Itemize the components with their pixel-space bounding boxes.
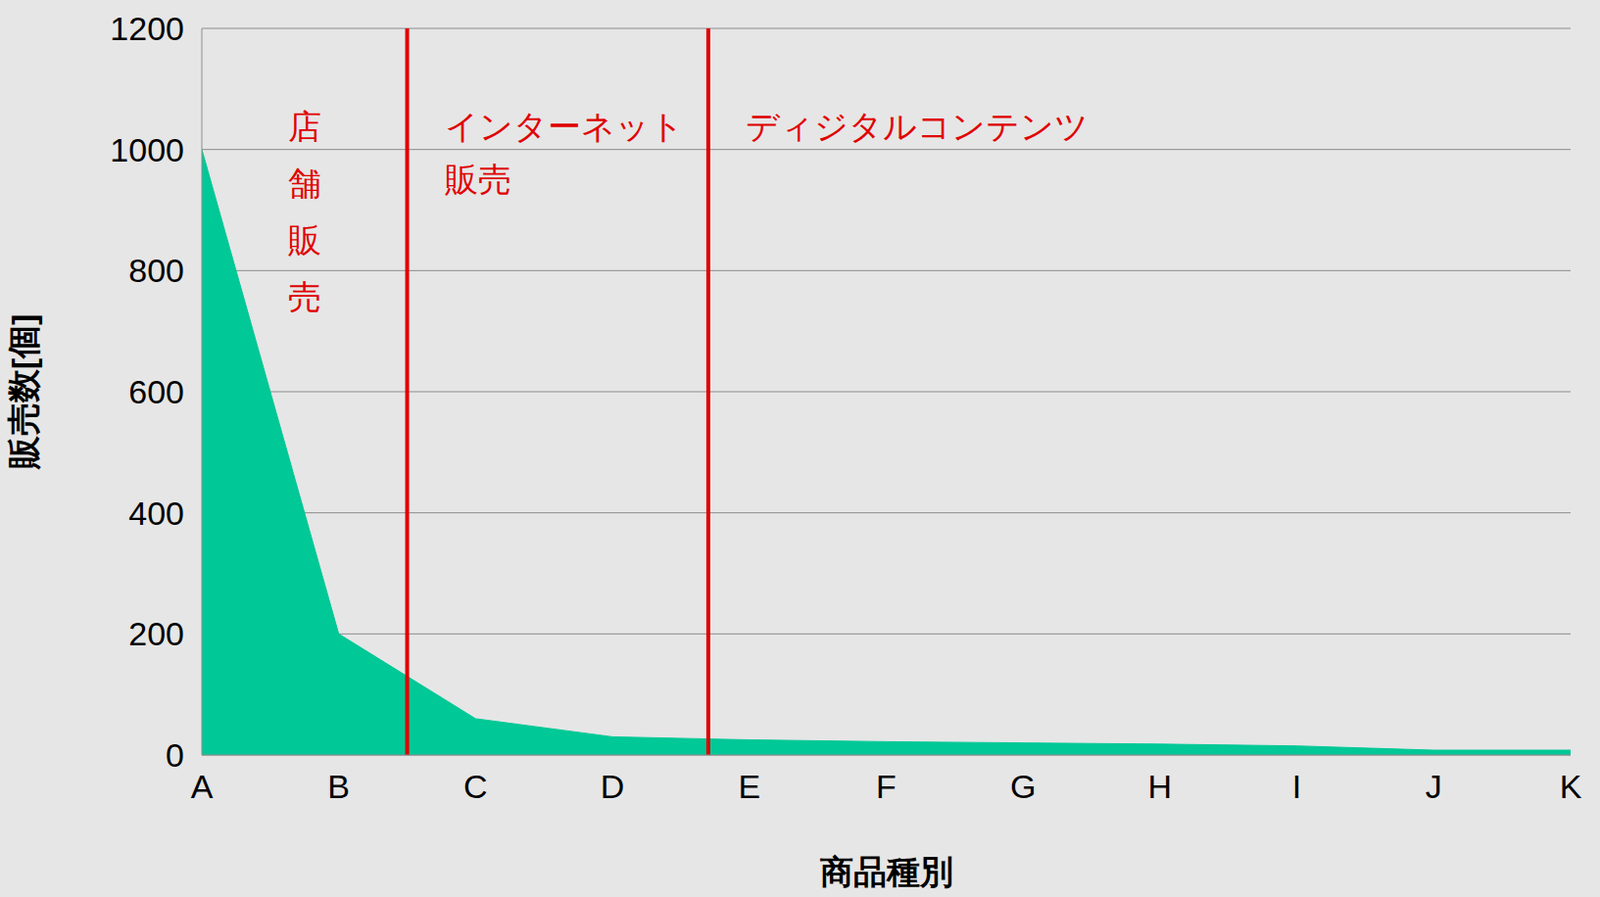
svg-text:販売: 販売 (444, 160, 512, 198)
svg-text:ディジタルコンテンツ: ディジタルコンテンツ (745, 107, 1089, 146)
svg-text:1000: 1000 (109, 131, 185, 169)
svg-text:0: 0 (165, 736, 185, 775)
svg-text:J: J (1425, 768, 1443, 806)
svg-text:C: C (463, 768, 488, 806)
svg-text:800: 800 (128, 251, 185, 290)
svg-text:200: 200 (128, 615, 185, 653)
svg-text:販: 販 (288, 221, 322, 259)
svg-text:600: 600 (128, 373, 185, 411)
svg-text:店: 店 (288, 107, 322, 146)
svg-text:I: I (1292, 768, 1302, 806)
svg-text:商品種別: 商品種別 (820, 853, 954, 891)
svg-text:1200: 1200 (109, 9, 185, 48)
svg-text:E: E (737, 768, 761, 806)
svg-text:400: 400 (128, 494, 185, 533)
svg-text:販売数[個]: 販売数[個] (4, 314, 43, 472)
svg-text:G: G (1010, 768, 1036, 806)
svg-text:舗: 舗 (288, 164, 322, 202)
svg-text:K: K (1559, 768, 1583, 806)
svg-text:売: 売 (288, 278, 322, 316)
svg-text:F: F (875, 768, 897, 806)
svg-text:インターネット: インターネット (444, 107, 684, 146)
svg-text:D: D (600, 768, 626, 806)
svg-text:B: B (327, 768, 350, 806)
svg-text:H: H (1148, 768, 1173, 806)
svg-text:A: A (191, 768, 214, 806)
